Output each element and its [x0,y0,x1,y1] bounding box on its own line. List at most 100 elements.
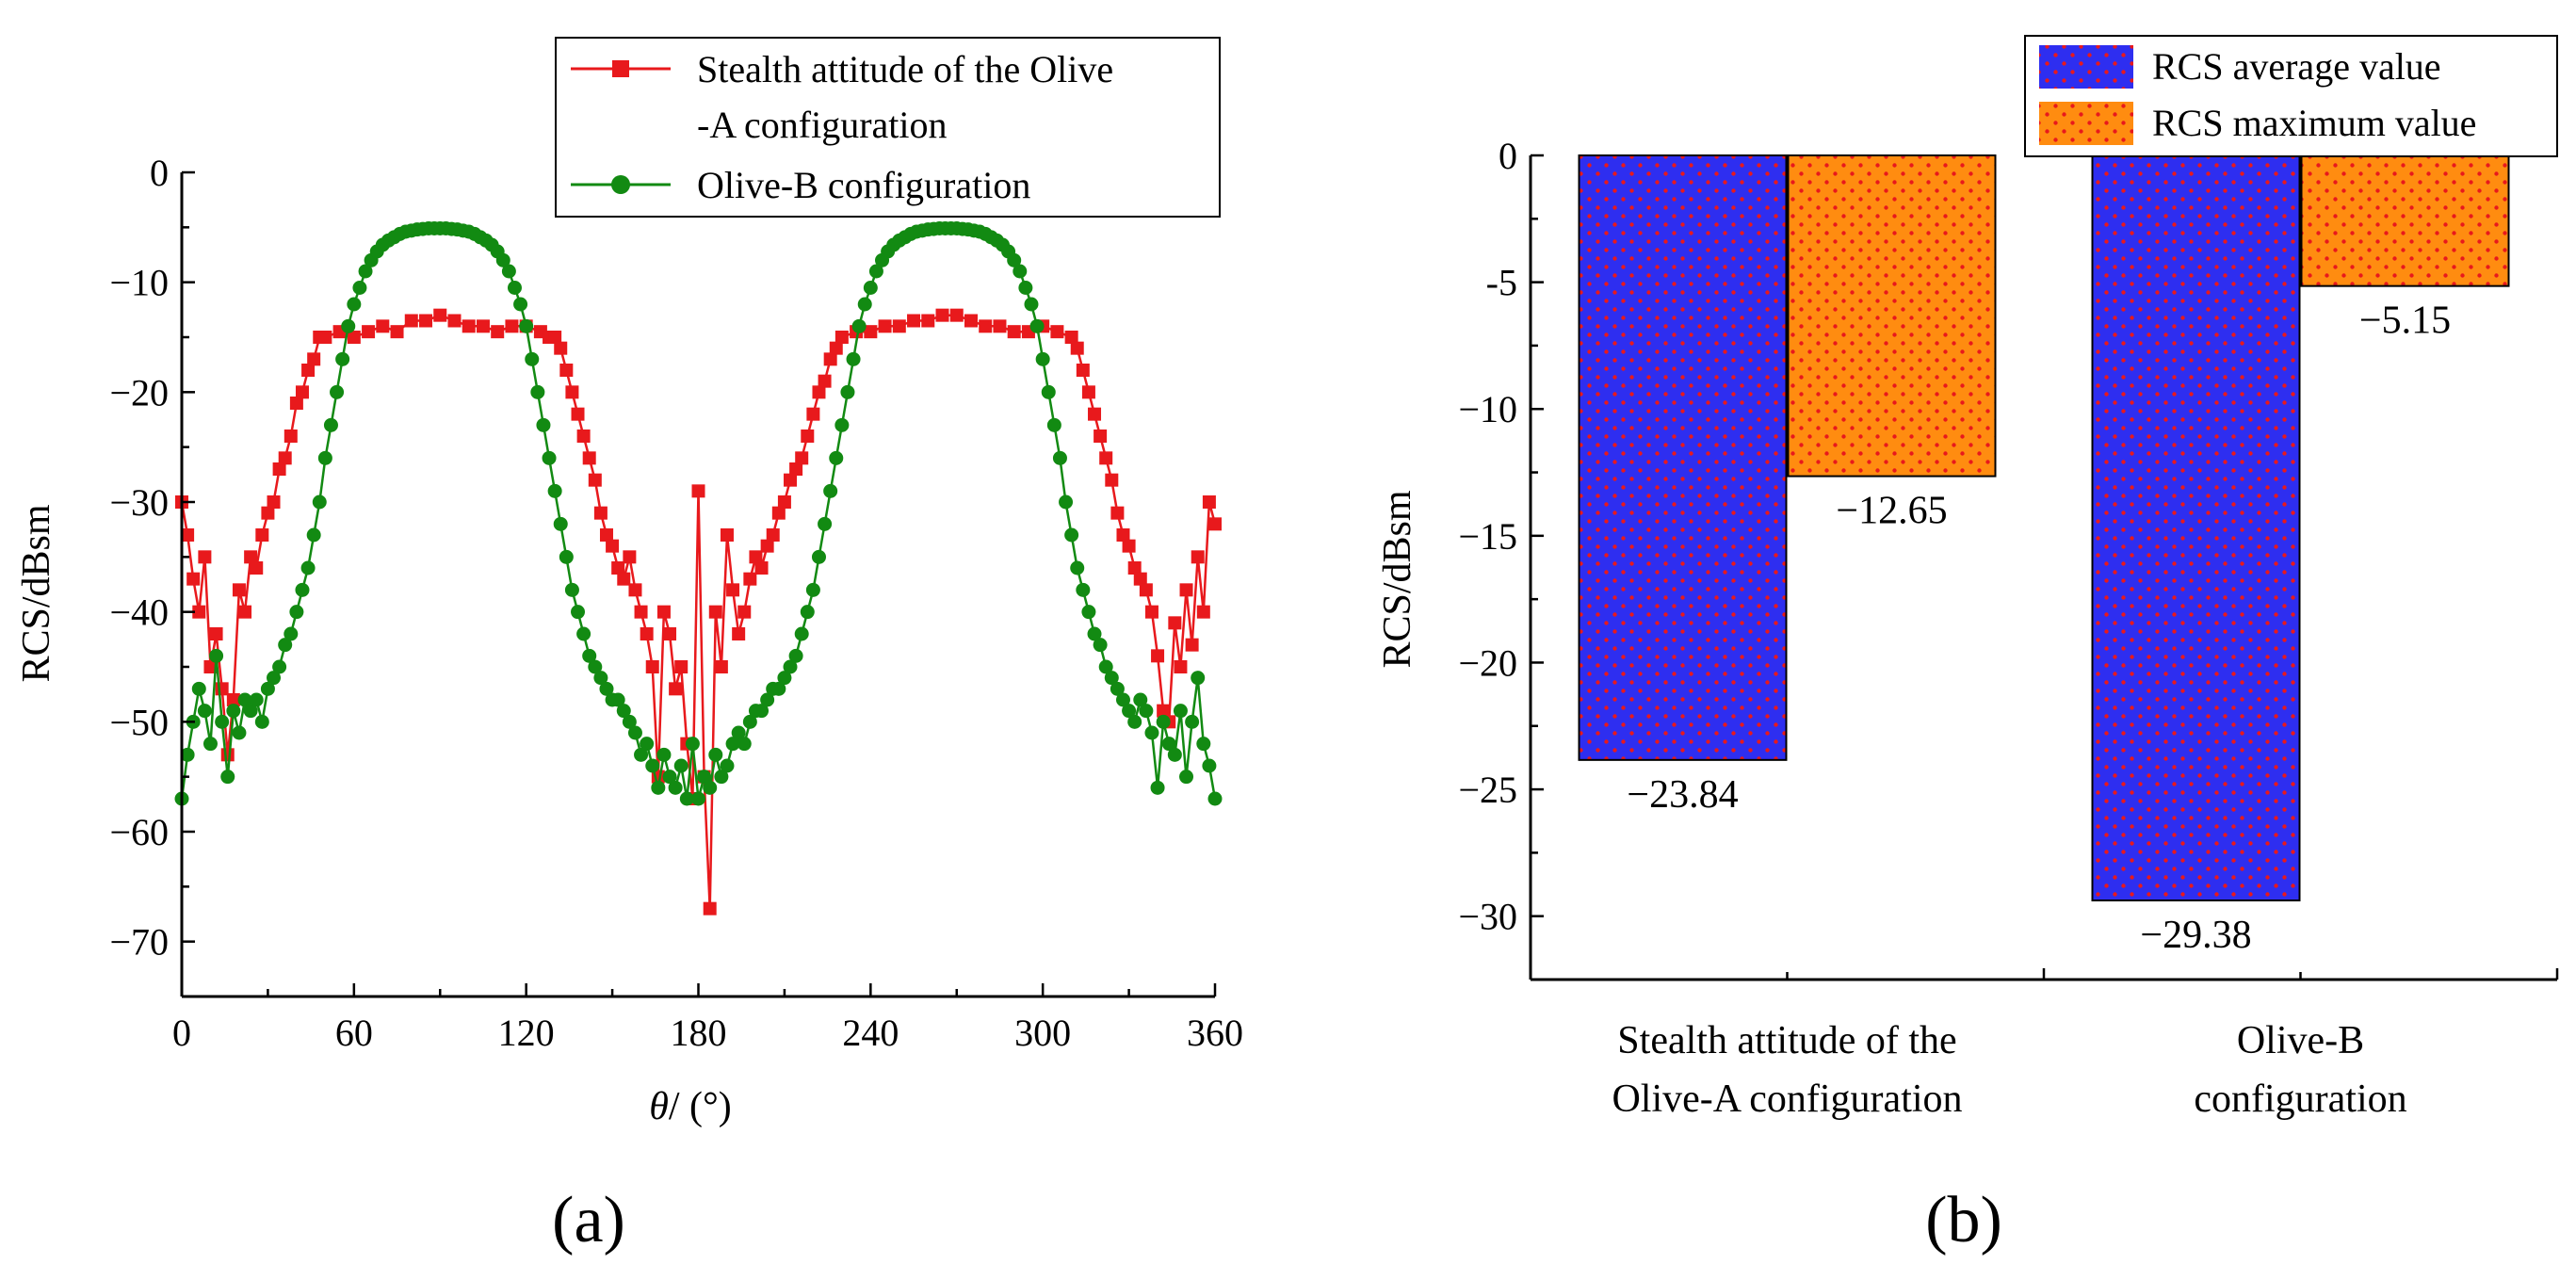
data-point-square [935,308,949,322]
data-point-circle [610,692,625,707]
bar-average-0 [1578,154,1788,761]
y-tick-label: −50 [109,701,169,743]
legend-swatch-maximum [2039,102,2133,145]
x-axis-symbol: θ [649,1085,669,1128]
data-point-square [640,627,654,640]
data-point-circle [656,747,672,762]
data-point-circle [232,725,247,740]
data-point-circle [1127,714,1142,729]
data-point-square [1174,660,1188,673]
data-point-square [795,451,809,465]
category-label: Olive-A configuration [1612,1078,1962,1121]
data-point-circle [226,704,241,719]
data-point-square [979,319,993,333]
data-point-circle [306,527,321,543]
data-point-circle [237,692,252,707]
data-point-square [232,583,246,597]
data-point-square [1064,331,1078,344]
data-point-square [307,352,321,366]
data-point-circle [846,351,861,366]
bar-maximum-1 [2300,154,2510,287]
data-point-square [1151,649,1165,663]
data-point-square [1088,407,1102,421]
y-tick-label: −70 [109,921,169,964]
data-point-square [548,331,562,344]
data-point-square [623,550,637,564]
data-point-square [209,627,223,640]
axes-a [180,170,1217,998]
data-point-square [754,561,769,575]
data-point-square [964,314,978,328]
data-point-circle [358,264,373,279]
data-point-circle [1059,494,1074,510]
data-point-square [749,550,763,564]
data-point-circle [823,483,838,498]
y-tick-label: −40 [109,591,169,634]
data-point-square [777,495,791,509]
data-point-circle [191,681,206,696]
data-point-square [703,901,717,916]
data-point-circle [249,692,264,707]
data-point-circle [576,626,591,641]
data-point-square [226,693,240,706]
data-point-circle [863,281,878,295]
data-point-square [1208,517,1222,531]
data-point-square [714,660,728,673]
data-point-circle [525,351,540,366]
data-point-square [784,473,798,487]
data-point-square [732,627,746,640]
data-point-square [289,397,303,410]
legend-entry-maximum: RCS maximum value [2152,102,2476,144]
data-point-circle [685,737,700,752]
data-point-circle [788,648,803,663]
category-label: Olive-B [2237,1019,2364,1062]
data-point-square [278,451,292,465]
data-point-circle [634,747,649,762]
data-point-circle [1104,671,1119,686]
data-point-square [1007,325,1021,339]
data-point-square [347,331,361,344]
data-point-square [593,506,608,520]
data-point-circle [1052,450,1067,465]
data-point-circle [215,714,230,729]
y-tick-label: −20 [109,371,169,413]
x-tick-label: 300 [1014,1012,1071,1054]
data-point-circle [720,758,735,773]
y-tick-label: 0 [150,152,169,194]
data-point-square [606,539,620,553]
data-point-square [571,407,585,421]
data-point-circle [771,681,786,696]
data-point-square [611,561,625,575]
data-point-circle [553,516,568,531]
bar-group: −23.84 −29.38 −12.65 −5.15 [1578,154,2510,957]
data-point-square [255,528,269,542]
data-point-square [829,341,843,355]
data-point-circle [1098,659,1113,674]
category-label: configuration [2194,1078,2406,1121]
y-tick-label: −20 [1458,641,1517,684]
y-tick-label: −10 [109,262,169,304]
panel-label-a: (a) [552,1184,625,1256]
data-point-square [907,314,921,328]
data-point-circle [703,780,718,795]
data-point-square [192,605,206,619]
data-point-square [244,550,258,564]
data-point-circle [1167,747,1182,762]
legend-marker-circle [611,175,630,194]
data-point-circle [1207,791,1223,806]
data-point-square [362,325,376,339]
x-tick-label: 0 [172,1012,191,1054]
data-point-square [674,660,689,673]
data-point-circle [714,770,729,785]
data-point-square [215,682,229,696]
data-point-circle [1139,704,1154,719]
data-point-square [892,319,906,333]
data-point-circle [1029,318,1045,333]
data-point-circle [829,450,844,465]
data-point-circle [1041,384,1056,399]
data-point-circle [564,582,579,597]
data-point-square [220,748,235,762]
data-point-circle [1122,704,1137,719]
data-point-square [433,308,447,322]
data-point-circle [209,648,224,663]
